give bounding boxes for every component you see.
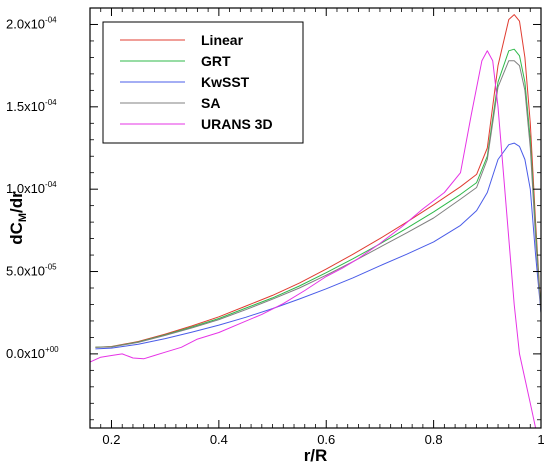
y-tick-exponent: -04 — [45, 180, 57, 189]
y-axis-title: dCM/dr — [7, 191, 29, 245]
y-tick-mantissa: 0.0x10 — [6, 346, 45, 361]
legend-label-grt: GRT — [201, 53, 231, 69]
series-line-kwsst — [95, 142, 541, 350]
series-line-sa — [95, 60, 541, 348]
y-tick-mantissa: 5.0x10 — [6, 264, 45, 279]
axis-ticks — [89, 7, 542, 428]
series-line-urans-3d — [90, 50, 537, 428]
legend: Linear GRT KwSST SA URANS 3D — [102, 21, 304, 144]
y-tick-label: 1.0x10-04 — [6, 180, 57, 196]
y-tick-label: 5.0x10-05 — [6, 263, 57, 279]
x-tick-label: 0.4 — [210, 432, 228, 447]
plot-data-layer — [90, 14, 541, 428]
y-axis-title-rest: /dr — [7, 191, 26, 213]
y-tick-label: 2.0x10-04 — [6, 15, 57, 31]
y-tick-exponent: -04 — [45, 98, 57, 107]
y-tick-mantissa: 2.0x10 — [6, 16, 45, 31]
x-tick-label: 1 — [537, 432, 544, 447]
y-axis-title-main: dC — [7, 222, 26, 245]
x-tick-label: 0.8 — [425, 432, 443, 447]
y-tick-mantissa: 1.5x10 — [6, 99, 45, 114]
y-tick-exponent: +00 — [45, 345, 59, 354]
x-axis-title: r/R — [304, 446, 328, 465]
x-tick-label: 0.6 — [317, 432, 335, 447]
x-tick-labels: 0.2 0.4 0.6 0.8 1 — [102, 432, 544, 447]
legend-label-linear: Linear — [201, 32, 244, 48]
legend-label-kwsst: KwSST — [201, 74, 250, 90]
legend-label-urans-3d: URANS 3D — [201, 116, 273, 132]
y-tick-label: 0.0x10+00 — [6, 345, 59, 361]
y-tick-labels: 0.0x10+005.0x10-051.0x10-041.5x10-042.0x… — [6, 15, 59, 360]
y-tick-exponent: -05 — [45, 263, 57, 272]
y-tick-mantissa: 1.0x10 — [6, 181, 45, 196]
y-tick-exponent: -04 — [45, 15, 57, 24]
x-tick-label: 0.2 — [102, 432, 120, 447]
y-tick-label: 1.5x10-04 — [6, 98, 57, 114]
series-line-grt — [95, 48, 541, 348]
legend-label-sa: SA — [201, 95, 220, 111]
y-axis-title-subscript: M — [17, 213, 29, 222]
